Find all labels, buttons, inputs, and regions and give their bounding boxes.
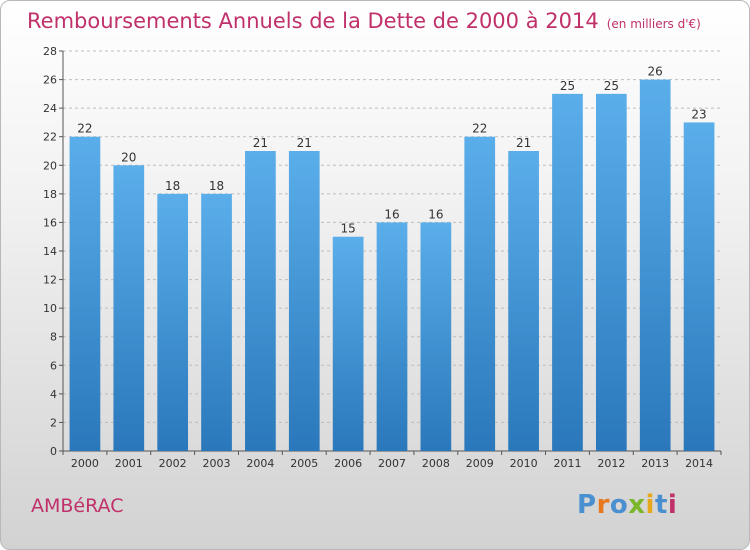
- y-tick-label: 22: [43, 131, 57, 144]
- bar-2007: [376, 222, 408, 451]
- chart-unit: (en milliers d'€): [606, 17, 701, 31]
- x-tick-label: 2005: [290, 457, 318, 470]
- bar-2004: [245, 151, 276, 451]
- y-tick-label: 2: [50, 416, 57, 429]
- bar-2006: [332, 236, 364, 451]
- bar-value-labels: 22 20 18 18 21 21 15 16 16 22 21 25 25 26 23: [77, 65, 706, 236]
- bar-value-label: 20: [121, 150, 136, 164]
- bar-value-label: 25: [604, 79, 619, 93]
- x-tick-label: 2007: [378, 457, 406, 470]
- y-tick-label: 6: [50, 359, 57, 372]
- bar-2002: [157, 193, 189, 451]
- logo-letter: o: [609, 490, 629, 520]
- bar-value-label: 21: [297, 136, 312, 150]
- x-tick-label: 2013: [641, 457, 669, 470]
- commune-name: AMBéRAC: [31, 495, 124, 517]
- bar-2012: [595, 93, 627, 451]
- bar-2010: [508, 151, 539, 451]
- proxiti-logo: Proxiti: [577, 490, 677, 520]
- y-tick-label: 10: [43, 302, 57, 315]
- x-tick-label: 2014: [685, 457, 713, 470]
- bar-2009: [464, 136, 496, 451]
- x-tick-label: 2000: [71, 457, 99, 470]
- y-tick-label: 4: [50, 388, 57, 401]
- bar-2011: [552, 93, 583, 451]
- y-tick-label: 28: [43, 45, 57, 58]
- bar-value-label: 26: [648, 65, 663, 79]
- y-tick-label: 20: [43, 159, 57, 172]
- bars: [69, 79, 715, 452]
- bar-value-label: 23: [691, 107, 706, 121]
- y-tick-label: 26: [43, 74, 57, 87]
- bar-2013: [639, 79, 671, 452]
- x-tick-label: 2006: [334, 457, 362, 470]
- bar-value-label: 18: [209, 179, 224, 193]
- y-tick-label: 16: [43, 216, 57, 229]
- x-tick-label: 2010: [510, 457, 538, 470]
- x-tick-label: 2011: [553, 457, 581, 470]
- x-tick-label: 2003: [203, 457, 231, 470]
- x-axis-tick-labels: 2000 2001 2002 2003 2004 2005 2006 2007 2008 2009…: [71, 457, 713, 470]
- y-tick-label: 12: [43, 274, 57, 287]
- logo-letter: i: [645, 490, 655, 520]
- logo-letter: P: [577, 490, 597, 520]
- y-tick-label: 0: [50, 445, 57, 458]
- x-tick-label: 2002: [159, 457, 187, 470]
- bar-2001: [113, 165, 145, 452]
- x-tick-label: 2008: [422, 457, 450, 470]
- bar-value-label: 21: [253, 136, 268, 150]
- bar-value-label: 21: [516, 136, 531, 150]
- bar-2008: [420, 222, 452, 451]
- logo-letter: r: [596, 490, 610, 520]
- x-tick-label: 2001: [115, 457, 143, 470]
- chart-title-block: Remboursements Annuels de la Dette de 20…: [27, 9, 701, 33]
- bar-value-label: 18: [165, 179, 180, 193]
- chart-title: Remboursements Annuels de la Dette de 20…: [27, 9, 599, 33]
- bar-value-label: 15: [340, 222, 355, 236]
- bar-2000: [69, 136, 101, 451]
- logo-letter: x: [628, 490, 646, 520]
- y-tick-label: 8: [50, 331, 57, 344]
- bar-2014: [683, 122, 715, 451]
- y-tick-label: 14: [43, 245, 57, 258]
- bar-value-label: 22: [472, 122, 487, 136]
- bar-2003: [201, 193, 232, 451]
- bar-2005: [288, 151, 320, 451]
- y-tick-label: 24: [43, 102, 57, 115]
- bar-value-label: 16: [384, 207, 399, 221]
- bar-value-label: 22: [77, 122, 92, 136]
- x-tick-label: 2009: [466, 457, 494, 470]
- logo-letter: t: [654, 490, 668, 520]
- y-tick-label: 18: [43, 188, 57, 201]
- bar-value-label: 16: [428, 207, 443, 221]
- logo-letter: i: [667, 490, 678, 520]
- bar-value-label: 25: [560, 79, 575, 93]
- x-tick-label: 2004: [246, 457, 274, 470]
- x-tick-label: 2012: [597, 457, 625, 470]
